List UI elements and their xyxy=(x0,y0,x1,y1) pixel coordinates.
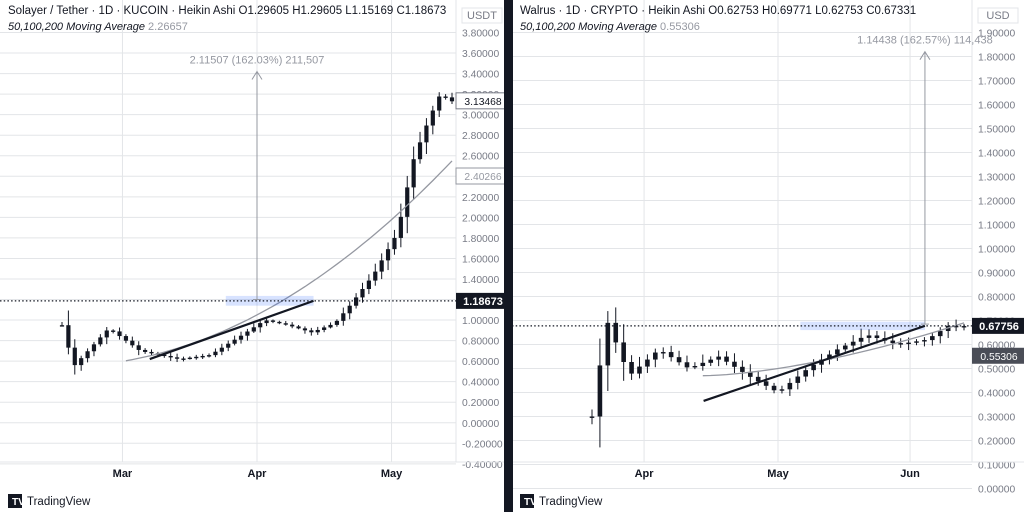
svg-text:0.60000: 0.60000 xyxy=(462,357,499,368)
svg-text:Apr: Apr xyxy=(635,468,655,480)
svg-text:2.80000: 2.80000 xyxy=(462,131,499,142)
svg-text:1.20000: 1.20000 xyxy=(978,197,1015,208)
svg-text:50,100,200 Moving Average 0.55: 50,100,200 Moving Average 0.55306 xyxy=(520,21,700,33)
svg-text:Mar: Mar xyxy=(113,468,133,480)
svg-text:1.30000: 1.30000 xyxy=(978,173,1015,184)
svg-text:3.00000: 3.00000 xyxy=(462,111,499,122)
svg-text:2.40266: 2.40266 xyxy=(464,172,501,183)
svg-text:0.80000: 0.80000 xyxy=(978,293,1015,304)
svg-text:1.60000: 1.60000 xyxy=(462,254,499,265)
svg-text:0.67756: 0.67756 xyxy=(979,321,1019,333)
svg-text:USDT: USDT xyxy=(467,10,497,22)
svg-text:0.55306: 0.55306 xyxy=(980,352,1017,363)
svg-text:May: May xyxy=(381,468,403,480)
svg-text:0.90000: 0.90000 xyxy=(978,269,1015,280)
svg-text:1.70000: 1.70000 xyxy=(978,77,1015,88)
svg-text:2.11507 (162.03%) 211,507: 2.11507 (162.03%) 211,507 xyxy=(190,55,325,67)
svg-text:Solayer / Tether · 1D · KUCOIN: Solayer / Tether · 1D · KUCOIN · Heikin … xyxy=(8,5,446,17)
svg-text:1.00000: 1.00000 xyxy=(978,245,1015,256)
svg-text:TV: TV xyxy=(524,497,537,508)
svg-text:Jun: Jun xyxy=(900,468,920,480)
svg-text:1.14438 (162.57%) 114,438: 1.14438 (162.57%) 114,438 xyxy=(857,35,993,47)
svg-text:2.20000: 2.20000 xyxy=(462,193,499,204)
svg-text:May: May xyxy=(767,468,789,480)
svg-text:2.60000: 2.60000 xyxy=(462,152,499,163)
svg-text:0.30000: 0.30000 xyxy=(978,413,1015,424)
svg-text:0.40000: 0.40000 xyxy=(462,378,499,389)
svg-text:1.10000: 1.10000 xyxy=(978,221,1015,232)
svg-text:Walrus · 1D · CRYPTO · Heikin: Walrus · 1D · CRYPTO · Heikin Ashi O0.62… xyxy=(520,5,916,17)
svg-text:1.50000: 1.50000 xyxy=(978,125,1015,136)
svg-text:0.20000: 0.20000 xyxy=(978,437,1015,448)
svg-text:0.20000: 0.20000 xyxy=(462,398,499,409)
svg-text:-0.20000: -0.20000 xyxy=(462,439,503,450)
svg-text:1.80000: 1.80000 xyxy=(978,53,1015,64)
svg-text:50,100,200 Moving Average 2.26: 50,100,200 Moving Average 2.26657 xyxy=(8,21,188,33)
svg-text:TradingView: TradingView xyxy=(539,496,603,508)
svg-text:2.00000: 2.00000 xyxy=(462,213,499,224)
svg-text:3.80000: 3.80000 xyxy=(462,29,499,40)
svg-text:1.80000: 1.80000 xyxy=(462,234,499,245)
svg-text:1.40000: 1.40000 xyxy=(462,275,499,286)
svg-text:0.80000: 0.80000 xyxy=(462,337,499,348)
svg-text:Apr: Apr xyxy=(248,468,268,480)
svg-text:3.60000: 3.60000 xyxy=(462,49,499,60)
svg-text:TV: TV xyxy=(12,497,25,508)
svg-text:1.60000: 1.60000 xyxy=(978,101,1015,112)
svg-text:0.00000: 0.00000 xyxy=(978,485,1015,496)
svg-text:TradingView: TradingView xyxy=(27,496,91,508)
svg-text:1.18673: 1.18673 xyxy=(463,296,503,308)
svg-text:-0.40000: -0.40000 xyxy=(462,460,503,471)
svg-text:0.40000: 0.40000 xyxy=(978,389,1015,400)
svg-text:3.40000: 3.40000 xyxy=(462,70,499,81)
svg-text:0.00000: 0.00000 xyxy=(462,419,499,430)
svg-text:0.50000: 0.50000 xyxy=(978,365,1015,376)
svg-text:1.00000: 1.00000 xyxy=(462,316,499,327)
svg-text:1.40000: 1.40000 xyxy=(978,149,1015,160)
svg-text:3.13468: 3.13468 xyxy=(464,97,501,108)
svg-text:USD: USD xyxy=(986,10,1009,22)
